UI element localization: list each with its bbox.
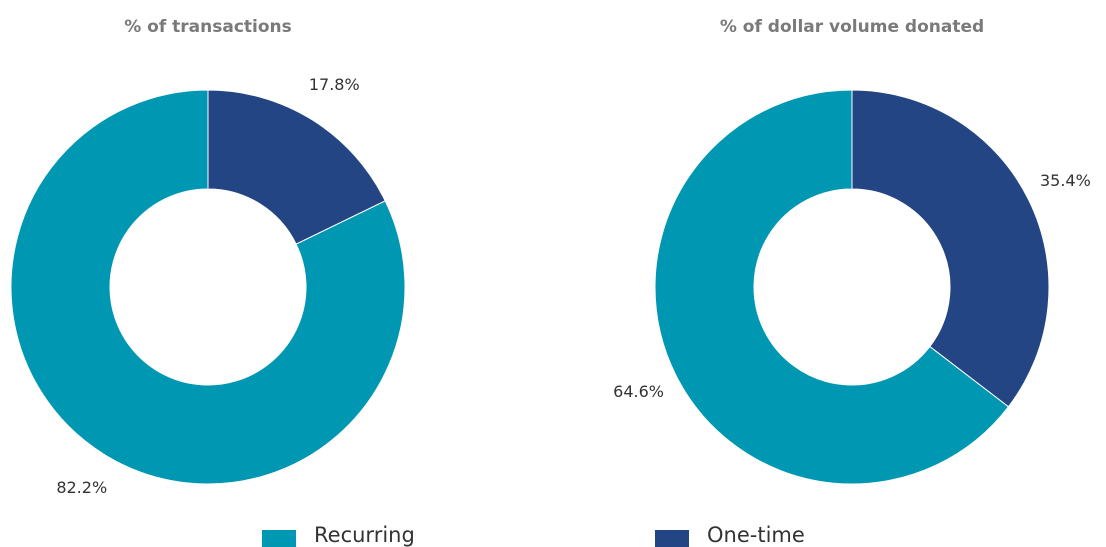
donut-slice	[654, 89, 1010, 485]
legend-label: Recurring	[314, 523, 415, 547]
donut-slice	[851, 89, 1050, 408]
chart-title: % of dollar volume donated	[720, 17, 984, 37]
chart-title: % of transactions	[124, 17, 292, 37]
value-label: 17.8%	[309, 75, 360, 94]
donut-slice	[207, 89, 386, 245]
donut-slice	[10, 89, 406, 485]
legend-swatch	[655, 530, 689, 547]
value-label: 35.4%	[1040, 171, 1091, 190]
value-label: 82.2%	[56, 478, 107, 497]
legend-label: One-time	[707, 523, 805, 547]
value-label: 64.6%	[613, 382, 664, 401]
legend-swatch	[262, 530, 296, 547]
